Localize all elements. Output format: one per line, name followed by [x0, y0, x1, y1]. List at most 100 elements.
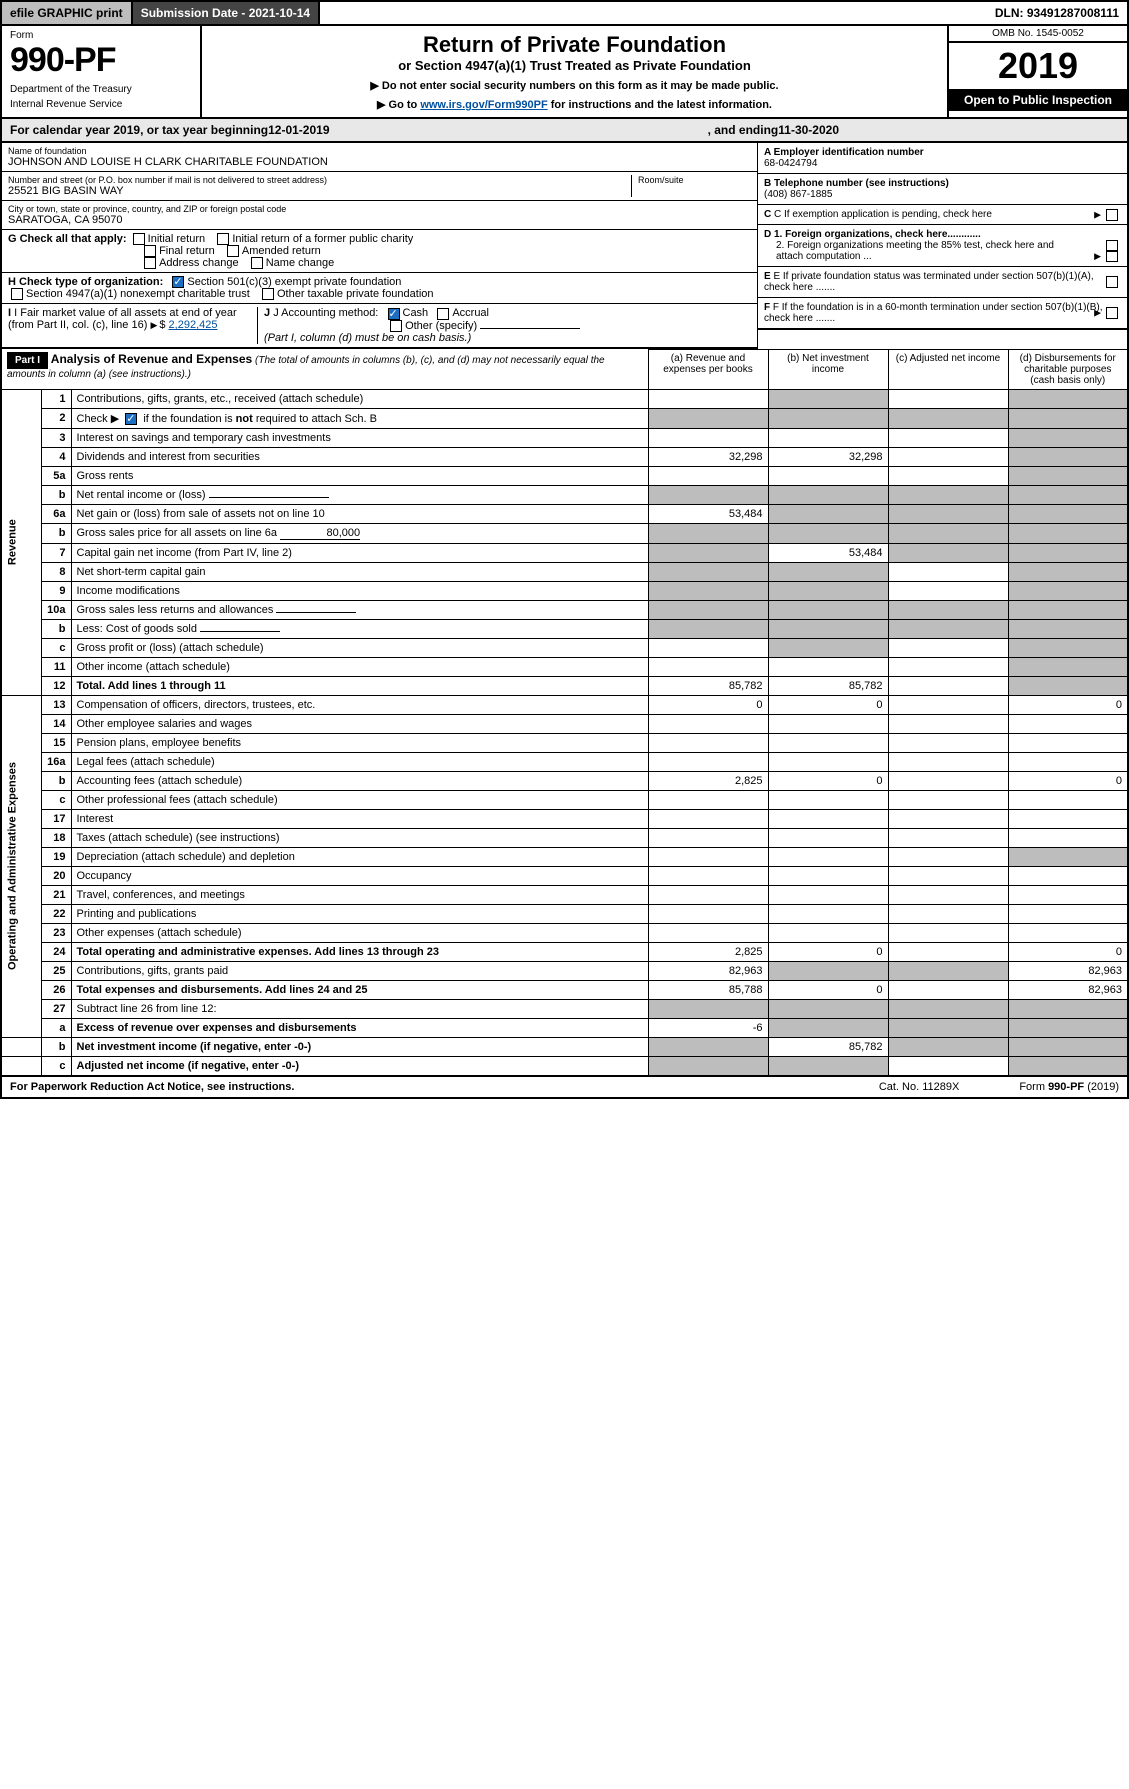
table-row: 15Pension plans, employee benefits: [1, 733, 1128, 752]
fmv-link[interactable]: 2,292,425: [169, 319, 218, 331]
table-row: bLess: Cost of goods sold: [1, 619, 1128, 638]
ein-value: 68-0424794: [764, 158, 1121, 169]
form-subtitle: or Section 4947(a)(1) Trust Treated as P…: [212, 58, 937, 73]
instructions-note: ▶ Go to www.irs.gov/Form990PF for instru…: [212, 98, 937, 111]
other-taxable-checkbox[interactable]: [262, 288, 274, 300]
irs-label: Internal Revenue Service: [10, 99, 192, 110]
form-header: Form 990-PF Department of the Treasury I…: [0, 26, 1129, 119]
part1-table: Part I Analysis of Revenue and Expenses …: [0, 349, 1129, 1077]
section-e: E E If private foundation status was ter…: [758, 267, 1127, 298]
table-row: 5aGross rents: [1, 466, 1128, 485]
room-suite-label: Room/suite: [638, 175, 751, 185]
dept-treasury: Department of the Treasury: [10, 84, 192, 95]
table-row: 25Contributions, gifts, grants paid82,96…: [1, 961, 1128, 980]
street-address: 25521 BIG BASIN WAY: [8, 185, 631, 197]
section-d: D 1. Foreign organizations, check here..…: [758, 225, 1127, 267]
status-terminated-checkbox[interactable]: [1106, 276, 1118, 288]
table-row: Operating and Administrative Expenses 13…: [1, 695, 1128, 714]
phone-label: B Telephone number (see instructions): [764, 178, 1121, 189]
table-row: 2Check ▶ if the foundation is not requir…: [1, 408, 1128, 428]
section-g: G Check all that apply: Initial return I…: [2, 230, 757, 273]
table-row: 24Total operating and administrative exp…: [1, 942, 1128, 961]
table-row: 21Travel, conferences, and meetings: [1, 885, 1128, 904]
catalog-number: Cat. No. 11289X: [879, 1081, 960, 1093]
calendar-year-row: For calendar year 2019, or tax year begi…: [0, 119, 1129, 143]
accrual-checkbox[interactable]: [437, 308, 449, 320]
city-label: City or town, state or province, country…: [8, 204, 751, 214]
table-row: 23Other expenses (attach schedule): [1, 923, 1128, 942]
table-row: 26Total expenses and disbursements. Add …: [1, 980, 1128, 999]
col-d-header: (d) Disbursements for charitable purpose…: [1008, 349, 1128, 389]
table-row: bAccounting fees (attach schedule)2,8250…: [1, 771, 1128, 790]
table-row: bGross sales price for all assets on lin…: [1, 523, 1128, 543]
table-row: aExcess of revenue over expenses and dis…: [1, 1018, 1128, 1037]
table-row: 27Subtract line 26 from line 12:: [1, 999, 1128, 1018]
exemption-pending-checkbox[interactable]: [1106, 209, 1118, 221]
tax-year: 2019: [949, 43, 1127, 89]
phone-value: (408) 867-1885: [764, 189, 1121, 200]
form-footer-label: Form 990-PF (2019): [1019, 1081, 1119, 1093]
amended-return-checkbox[interactable]: [227, 245, 239, 257]
initial-former-checkbox[interactable]: [217, 233, 229, 245]
address-label: Number and street (or P.O. box number if…: [8, 175, 631, 185]
expenses-section-label: Operating and Administrative Expenses: [1, 695, 41, 1037]
identification-section: Name of foundation JOHNSON AND LOUISE H …: [0, 143, 1129, 349]
section-i-j: I I Fair market value of all assets at e…: [2, 304, 757, 348]
table-row: bNet investment income (if negative, ent…: [1, 1037, 1128, 1056]
ssn-warning: ▶ Do not enter social security numbers o…: [212, 79, 937, 92]
omb-number: OMB No. 1545-0052: [949, 26, 1127, 43]
table-row: bNet rental income or (loss): [1, 485, 1128, 504]
table-row: cGross profit or (loss) (attach schedule…: [1, 638, 1128, 657]
submission-date-button[interactable]: Submission Date - 2021-10-14: [133, 2, 320, 24]
form-title: Return of Private Foundation: [212, 32, 937, 58]
table-row: 7Capital gain net income (from Part IV, …: [1, 543, 1128, 562]
table-row: 22Printing and publications: [1, 904, 1128, 923]
dln-label: DLN: 93491287008111: [987, 2, 1127, 24]
irs-link[interactable]: www.irs.gov/Form990PF: [420, 99, 547, 111]
col-a-header: (a) Revenue and expenses per books: [648, 349, 768, 389]
table-row: 19Depreciation (attach schedule) and dep…: [1, 847, 1128, 866]
name-change-checkbox[interactable]: [251, 257, 263, 269]
table-row: Revenue 1Contributions, gifts, grants, e…: [1, 389, 1128, 408]
section-f: F F If the foundation is in a 60-month t…: [758, 298, 1127, 330]
efile-print-button[interactable]: efile GRAPHIC print: [2, 2, 133, 24]
address-change-checkbox[interactable]: [144, 257, 156, 269]
sch-b-checkbox[interactable]: [125, 413, 137, 425]
top-bar: efile GRAPHIC print Submission Date - 20…: [0, 0, 1129, 26]
foreign-85-checkbox[interactable]: [1106, 250, 1118, 262]
initial-return-checkbox[interactable]: [133, 233, 145, 245]
section-c: C C If exemption application is pending,…: [758, 205, 1127, 225]
table-row: 14Other employee salaries and wages: [1, 714, 1128, 733]
foundation-name-label: Name of foundation: [8, 146, 751, 156]
table-row: cOther professional fees (attach schedul…: [1, 790, 1128, 809]
foundation-name: JOHNSON AND LOUISE H CLARK CHARITABLE FO…: [8, 156, 751, 168]
form-number: 990-PF: [10, 41, 192, 80]
table-row: 20Occupancy: [1, 866, 1128, 885]
table-row: 9Income modifications: [1, 581, 1128, 600]
final-return-checkbox[interactable]: [144, 245, 156, 257]
table-row: 6aNet gain or (loss) from sale of assets…: [1, 504, 1128, 523]
col-c-header: (c) Adjusted net income: [888, 349, 1008, 389]
table-row: 11Other income (attach schedule): [1, 657, 1128, 676]
other-method-checkbox[interactable]: [390, 320, 402, 332]
60month-checkbox[interactable]: [1106, 307, 1118, 319]
revenue-section-label: Revenue: [1, 389, 41, 695]
4947a1-checkbox[interactable]: [11, 288, 23, 300]
city-state-zip: SARATOGA, CA 95070: [8, 214, 751, 226]
part1-label: Part I: [7, 352, 48, 369]
table-row: 16aLegal fees (attach schedule): [1, 752, 1128, 771]
501c3-checkbox[interactable]: [172, 276, 184, 288]
table-row: 8Net short-term capital gain: [1, 562, 1128, 581]
table-row: 3Interest on savings and temporary cash …: [1, 428, 1128, 447]
cash-checkbox[interactable]: [388, 308, 400, 320]
form-label: Form: [10, 30, 192, 41]
section-h: H Check type of organization: Section 50…: [2, 273, 757, 304]
table-row: cAdjusted net income (if negative, enter…: [1, 1056, 1128, 1076]
table-row: 18Taxes (attach schedule) (see instructi…: [1, 828, 1128, 847]
col-b-header: (b) Net investment income: [768, 349, 888, 389]
page-footer: For Paperwork Reduction Act Notice, see …: [0, 1077, 1129, 1099]
table-row: 4Dividends and interest from securities3…: [1, 447, 1128, 466]
table-row: 17Interest: [1, 809, 1128, 828]
table-row: 12Total. Add lines 1 through 1185,78285,…: [1, 676, 1128, 695]
ein-label: A Employer identification number: [764, 147, 1121, 158]
